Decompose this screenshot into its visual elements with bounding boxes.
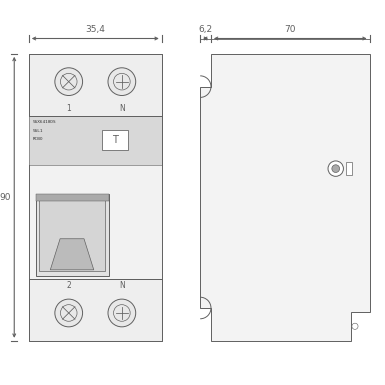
Circle shape [60,305,77,321]
Text: T: T [112,135,118,145]
Circle shape [55,68,82,95]
Text: 5SX6410DS: 5SX6410DS [33,120,56,124]
Bar [346,162,352,175]
Circle shape [114,305,130,321]
Circle shape [332,165,340,172]
Text: 35,4: 35,4 [85,25,105,34]
Bar [29,54,162,116]
Circle shape [55,299,82,327]
Text: 90: 90 [0,193,10,202]
Text: 1: 1 [66,104,71,113]
Bar [29,279,162,341]
Polygon shape [50,239,94,270]
Text: 5SL1: 5SL1 [33,129,43,133]
Text: 70: 70 [285,25,296,34]
Bar [38,197,105,271]
Bar [35,194,109,201]
Text: RCBO: RCBO [33,137,43,141]
Circle shape [114,73,130,90]
Circle shape [60,73,77,90]
Bar [35,194,109,276]
Circle shape [108,68,136,95]
Text: 2: 2 [66,281,71,291]
Circle shape [328,161,343,176]
Bar [35,194,109,201]
Text: N: N [119,104,125,113]
Text: N: N [119,281,125,291]
Circle shape [108,299,136,327]
Polygon shape [200,54,370,341]
Bar [29,116,162,165]
Bar [29,54,162,341]
Bar [102,131,128,150]
Bar [29,116,162,165]
Bar [62,194,81,204]
Text: 6,2: 6,2 [199,25,213,34]
Circle shape [352,323,358,330]
